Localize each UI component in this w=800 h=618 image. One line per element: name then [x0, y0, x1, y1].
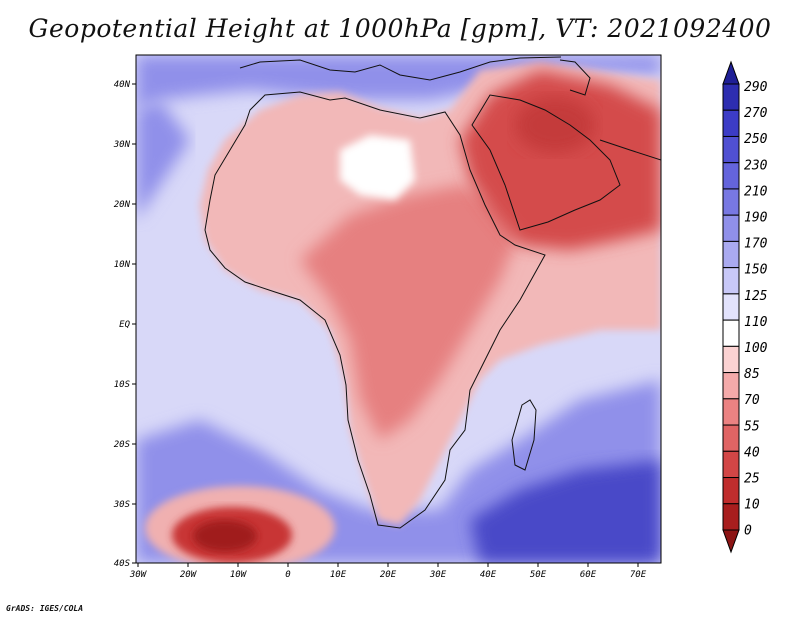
- colorbar-segment: [722, 214, 740, 242]
- lat-label: EQ: [119, 320, 130, 330]
- colorbar-label: 100: [744, 341, 768, 356]
- colorbar-segment: [722, 83, 740, 111]
- colorbar-segment: [722, 398, 740, 426]
- colorbar-segment: [722, 477, 740, 505]
- colorbar-segment: [722, 503, 740, 531]
- colorbar-label: 170: [744, 237, 768, 252]
- colorbar-label: 25: [744, 472, 760, 487]
- europe-coastline: [239, 56, 562, 81]
- lon-label: 0: [285, 570, 290, 580]
- colorbar-label: 40: [744, 445, 760, 460]
- coastlines: [204, 56, 661, 529]
- arabia-coastline: [471, 94, 621, 231]
- colorbar-label: 125: [744, 289, 768, 304]
- colorbar-segment: [722, 135, 740, 164]
- caspian-coast: [559, 59, 591, 96]
- lon-label: 70E: [630, 570, 647, 580]
- colorbar-label: 190: [744, 211, 768, 226]
- colorbar-segment: [722, 293, 740, 321]
- colorbar-top-arrow: [722, 60, 740, 85]
- lon-label: 20W: [180, 570, 198, 580]
- lon-label: 60E: [580, 570, 597, 580]
- colorbar-segment: [722, 345, 740, 374]
- lon-label: 50E: [530, 570, 547, 580]
- lat-label: 20N: [114, 200, 131, 210]
- lon-label: 30W: [129, 570, 148, 580]
- iran-coastline: [599, 139, 661, 161]
- atlantic-blue-region: [136, 100, 190, 220]
- height-field: [136, 55, 661, 563]
- colorbar-segment: [722, 424, 740, 452]
- sahara-white-region: [340, 135, 415, 200]
- colorbar-label: 250: [744, 132, 768, 147]
- colorbar-bottom-arrow: [722, 529, 740, 554]
- lon-label: 40E: [480, 570, 497, 580]
- colorbar-label: 230: [744, 158, 768, 173]
- map-frame: [135, 54, 662, 564]
- colorbar-segment: [722, 109, 740, 137]
- colorbar-label: 10: [744, 498, 760, 513]
- africa-hot-interior: [300, 185, 520, 440]
- lat-label: 30S: [113, 500, 131, 510]
- southern-ocean-deep-blue: [470, 460, 661, 563]
- colorbar-label: 0: [744, 524, 752, 539]
- colorbar-label: 85: [744, 367, 760, 382]
- lon-label: 20E: [380, 570, 397, 580]
- arabia-heat-low: [460, 70, 661, 250]
- colorbar-label: 210: [744, 184, 768, 199]
- colorbar-label: 270: [744, 106, 768, 121]
- lon-label: 30E: [429, 570, 447, 580]
- lat-label: 20S: [114, 440, 131, 450]
- colorbar-label: 110: [744, 315, 768, 330]
- colorbar-label: 55: [744, 419, 760, 434]
- map-title: Geopotential Height at 1000hPa [gpm], VT…: [28, 14, 772, 43]
- arabia-heat-core: [515, 97, 595, 153]
- lat-label: 30N: [113, 140, 131, 150]
- africa-coastline: [204, 91, 546, 529]
- lat-label: 10S: [114, 380, 131, 390]
- colorbar-segment: [722, 450, 740, 479]
- colorbar-segment: [722, 267, 740, 295]
- south-atlantic-low-center: [193, 520, 257, 552]
- colorbar-segment: [722, 319, 740, 347]
- colorbar-label: 150: [744, 263, 768, 278]
- colorbar: 2902702502302101901701501251101008570554…: [722, 60, 768, 554]
- grads-credit: GrADS: IGES/COLA: [6, 604, 84, 613]
- lon-label: 10W: [230, 570, 248, 580]
- colorbar-segment: [722, 162, 740, 190]
- colorbar-label: 290: [744, 80, 768, 95]
- lat-label: 10N: [114, 260, 131, 270]
- lat-label: 40N: [114, 80, 131, 90]
- colorbar-segment: [722, 188, 740, 216]
- colorbar-segment: [722, 372, 740, 400]
- lon-label: 10E: [330, 570, 347, 580]
- colorbar-label: 70: [744, 393, 760, 408]
- colorbar-segment: [722, 240, 740, 269]
- lat-label: 40S: [114, 559, 131, 569]
- madagascar: [511, 399, 537, 471]
